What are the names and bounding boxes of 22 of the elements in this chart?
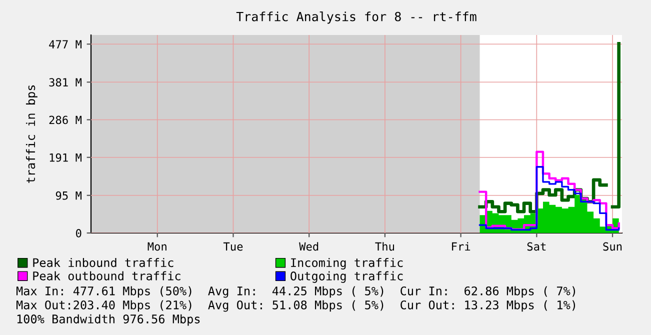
legend-label: Peak inbound traffic bbox=[33, 258, 174, 268]
legend-label: Incoming traffic bbox=[291, 258, 403, 270]
legend-label: Peak outbound traffic bbox=[33, 271, 180, 280]
x-tick-label: Sun bbox=[603, 242, 622, 251]
y-tick-label: 381 M bbox=[49, 78, 82, 87]
x-tick-label: Tue bbox=[223, 242, 243, 251]
text: 100% Bandwidth 976.56 Mbps bbox=[17, 314, 200, 326]
y-tick-label: 191 M bbox=[50, 153, 82, 162]
y-tick-label: 0 bbox=[76, 229, 82, 238]
chart-title: Traffic Analysis for 8 -- rt-ffm bbox=[236, 12, 476, 24]
text: Max In: 477.61 Mbps (50%) Avg In: 44.25 Mbps ( 5%) Cur In: 62.86 Mbps ( 7%) bbox=[16, 286, 576, 298]
x-tick-label: Mon bbox=[148, 242, 166, 251]
y-tick-label: 477 M bbox=[49, 40, 82, 48]
x-tick-label: Sat bbox=[527, 242, 546, 251]
text: Max Out:203.40 Mbps (21%) Avg Out: 51.08 Mbps ( 5%) Cur Out: 13.23 Mbps ( 1%) bbox=[16, 300, 576, 312]
x-tick-label: Thu bbox=[375, 242, 394, 251]
y-tick-label: 286 M bbox=[49, 116, 82, 124]
x-tick-label: Wed bbox=[299, 242, 318, 251]
x-tick-label: Fri bbox=[452, 242, 470, 251]
y-tick-label: 95 M bbox=[56, 191, 82, 200]
legend-label: Outgoing traffic bbox=[290, 271, 403, 283]
y-axis-title: traffic in bps bbox=[26, 85, 38, 183]
